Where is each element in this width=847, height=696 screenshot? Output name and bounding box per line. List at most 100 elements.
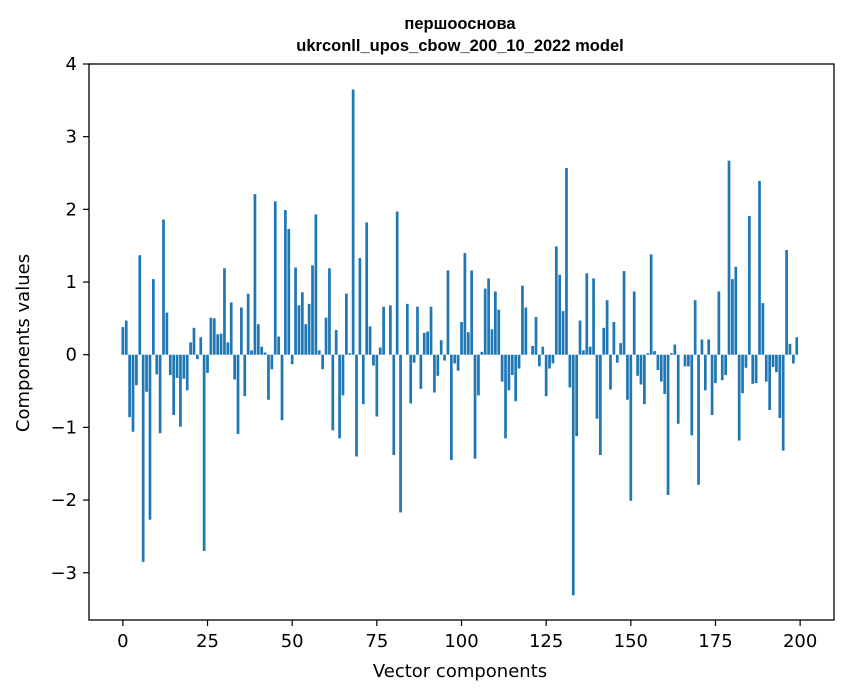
bar-component-52	[297, 305, 301, 355]
bar-component-118	[521, 285, 524, 355]
bar-component-2	[128, 354, 131, 418]
bar-component-151	[632, 291, 636, 355]
bar-component-121	[531, 346, 534, 355]
bar-component-17	[179, 354, 182, 427]
bar-component-172	[703, 354, 707, 391]
bar-component-87	[416, 306, 419, 355]
bar-component-128	[554, 246, 558, 355]
bar-component-138	[588, 346, 592, 355]
bar-component-79	[389, 305, 392, 355]
plot-area	[88, 63, 835, 621]
bar-component-60	[324, 317, 328, 355]
bar-component-38	[250, 350, 253, 355]
bar-component-97	[449, 354, 453, 461]
bar-component-167	[687, 354, 690, 367]
bar-component-63	[334, 330, 338, 355]
bar-component-117	[517, 354, 521, 369]
bar-component-55	[307, 303, 311, 355]
bar-component-180	[731, 279, 734, 355]
bar-component-44	[270, 354, 274, 370]
bar-component-92	[433, 354, 436, 393]
bar-component-129	[558, 274, 562, 355]
bar-component-27	[212, 318, 216, 355]
bar-component-154	[643, 354, 646, 405]
bar-component-73	[368, 326, 372, 355]
x-tick-label: 50	[281, 631, 304, 652]
bar-component-4	[135, 354, 138, 386]
bar-component-186	[751, 354, 755, 384]
bar-component-40	[256, 324, 260, 355]
bar-component-198	[792, 354, 795, 364]
bar-component-9	[151, 279, 155, 355]
bar-component-85	[409, 354, 413, 404]
bar-component-16	[175, 354, 179, 378]
bar-component-168	[690, 354, 694, 436]
bar-component-80	[392, 354, 396, 456]
bar-component-84	[405, 303, 409, 355]
bar-component-100	[460, 322, 463, 355]
bar-component-13	[165, 312, 169, 355]
bar-component-136	[582, 350, 585, 355]
bar-component-74	[372, 354, 375, 366]
bar-component-174	[710, 354, 714, 416]
bar-component-147	[619, 343, 623, 355]
bar-component-94	[439, 340, 443, 355]
x-tick-label: 175	[698, 631, 732, 652]
bar-component-115	[510, 354, 514, 376]
bar-component-195	[781, 354, 785, 451]
x-axis-label: Vector components	[373, 661, 547, 682]
bar-component-56	[311, 265, 314, 355]
bar-component-192	[771, 354, 775, 368]
bar-component-190	[764, 354, 768, 382]
bar-component-150	[629, 354, 633, 501]
bar-component-64	[338, 354, 341, 439]
bar-component-133	[571, 354, 575, 596]
bar-component-77	[382, 306, 385, 355]
bar-component-23	[199, 337, 203, 355]
bar-component-177	[720, 354, 724, 381]
bar-component-51	[294, 267, 297, 355]
bar-component-114	[507, 354, 511, 391]
x-tick-label: 25	[196, 631, 219, 652]
bar-component-110	[494, 291, 497, 355]
bar-component-34	[236, 354, 240, 434]
bar-component-155	[646, 353, 650, 355]
bar-component-47	[280, 354, 284, 421]
bar-component-146	[615, 354, 619, 363]
bar-component-71	[361, 354, 365, 405]
bar-component-93	[436, 354, 440, 376]
bar-component-145	[612, 322, 616, 355]
bar-component-22	[196, 354, 199, 360]
bar-component-103	[470, 270, 474, 355]
bar-component-122	[534, 316, 538, 355]
bar-component-59	[321, 354, 325, 370]
bar-component-37	[246, 293, 250, 355]
bar-component-182	[737, 354, 741, 441]
bar-component-75	[375, 354, 379, 417]
bar-component-98	[453, 354, 457, 364]
bar-component-194	[778, 354, 782, 418]
bar-component-126	[548, 354, 551, 369]
bar-component-14	[168, 354, 172, 376]
bar-component-179	[727, 160, 731, 355]
bar-component-12	[162, 219, 165, 355]
bar-component-134	[575, 354, 578, 437]
bar-component-130	[561, 311, 565, 355]
bar-component-159	[659, 354, 663, 382]
chart-title-line2: ukrconll_upos_cbow_200_10_2022 model	[296, 37, 623, 55]
bar-component-43	[267, 354, 270, 400]
bar-component-123	[538, 354, 541, 367]
bar-component-181	[734, 266, 738, 355]
y-tick-label: 2	[66, 199, 77, 220]
y-tick-label: 4	[66, 54, 77, 75]
bar-component-184	[744, 354, 748, 368]
bar-component-105	[477, 354, 480, 396]
bar-component-175	[714, 354, 717, 384]
bar-component-49	[287, 228, 291, 355]
bar-component-164	[676, 354, 680, 424]
bar-component-158	[656, 354, 660, 370]
bar-component-7	[145, 354, 148, 392]
bar-component-95	[443, 354, 446, 361]
bar-component-54	[304, 324, 308, 355]
bar-component-144	[609, 354, 612, 390]
